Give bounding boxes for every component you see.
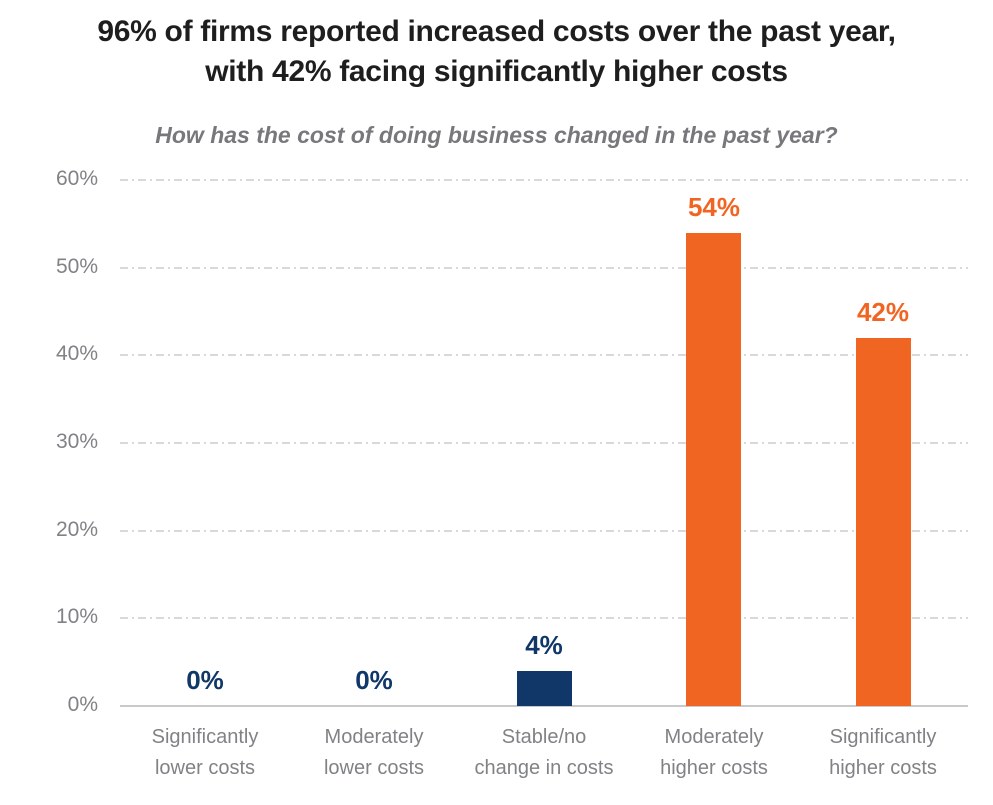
y-tick-label-50: 50% — [55, 254, 98, 278]
x-category-label-line: Significantly — [829, 726, 937, 748]
gridline-50 — [120, 266, 968, 269]
x-category-label-1: Significantly lower costs — [117, 722, 293, 784]
bar-5 — [856, 338, 911, 706]
bar-value-label-1: 0% — [186, 665, 224, 695]
gridline-40 — [120, 354, 968, 357]
x-category-label-line: Moderately — [324, 726, 424, 748]
x-category-label-line: change in costs — [474, 757, 614, 779]
x-category-label-3: Stable/no change in costs — [456, 722, 632, 784]
y-tick-label-0: 0% — [67, 693, 98, 716]
bar-4 — [686, 233, 741, 706]
gridline-20 — [120, 529, 968, 532]
x-category-label-line: higher costs — [660, 757, 768, 779]
bar-value-label-3: 4% — [525, 630, 563, 660]
bar-value-label-2: 0% — [355, 665, 393, 695]
y-tick-label-40: 40% — [55, 342, 98, 366]
x-category-label-line: lower costs — [154, 757, 256, 779]
x-category-label-4: Moderately higher costs — [626, 722, 802, 784]
bar-value-label-5: 42% — [856, 297, 910, 327]
bar-value-label-4: 54% — [687, 192, 741, 222]
gridline-10 — [120, 617, 968, 620]
gridline-30 — [120, 442, 968, 444]
x-category-label-line: Significantly — [151, 726, 259, 748]
x-category-label-line: higher costs — [829, 757, 937, 779]
x-category-label-line: lower costs — [323, 757, 425, 779]
y-tick-label-30: 30% — [55, 430, 98, 453]
x-category-label-2: Moderately lower costs — [286, 722, 462, 784]
x-category-label-line: Stable/no — [501, 726, 587, 748]
gridline-60 — [120, 179, 968, 181]
x-axis-baseline — [120, 705, 968, 707]
y-tick-label-10: 10% — [55, 605, 98, 629]
y-tick-label-20: 20% — [55, 517, 98, 541]
chart-title: 96% of firms reported increased costs ov… — [0, 12, 993, 92]
y-tick-label-60: 60% — [55, 167, 98, 190]
x-category-label-line: Moderately — [664, 726, 764, 748]
chart-subtitle: How has the cost of doing business chang… — [155, 122, 838, 148]
x-category-label-5: Significantly higher costs — [795, 722, 971, 784]
chart-title-line2: with 42% facing significantly higher cos… — [205, 55, 788, 88]
bar-3 — [517, 671, 572, 706]
chart-title-line1: 96% of firms reported increased costs ov… — [97, 15, 896, 48]
